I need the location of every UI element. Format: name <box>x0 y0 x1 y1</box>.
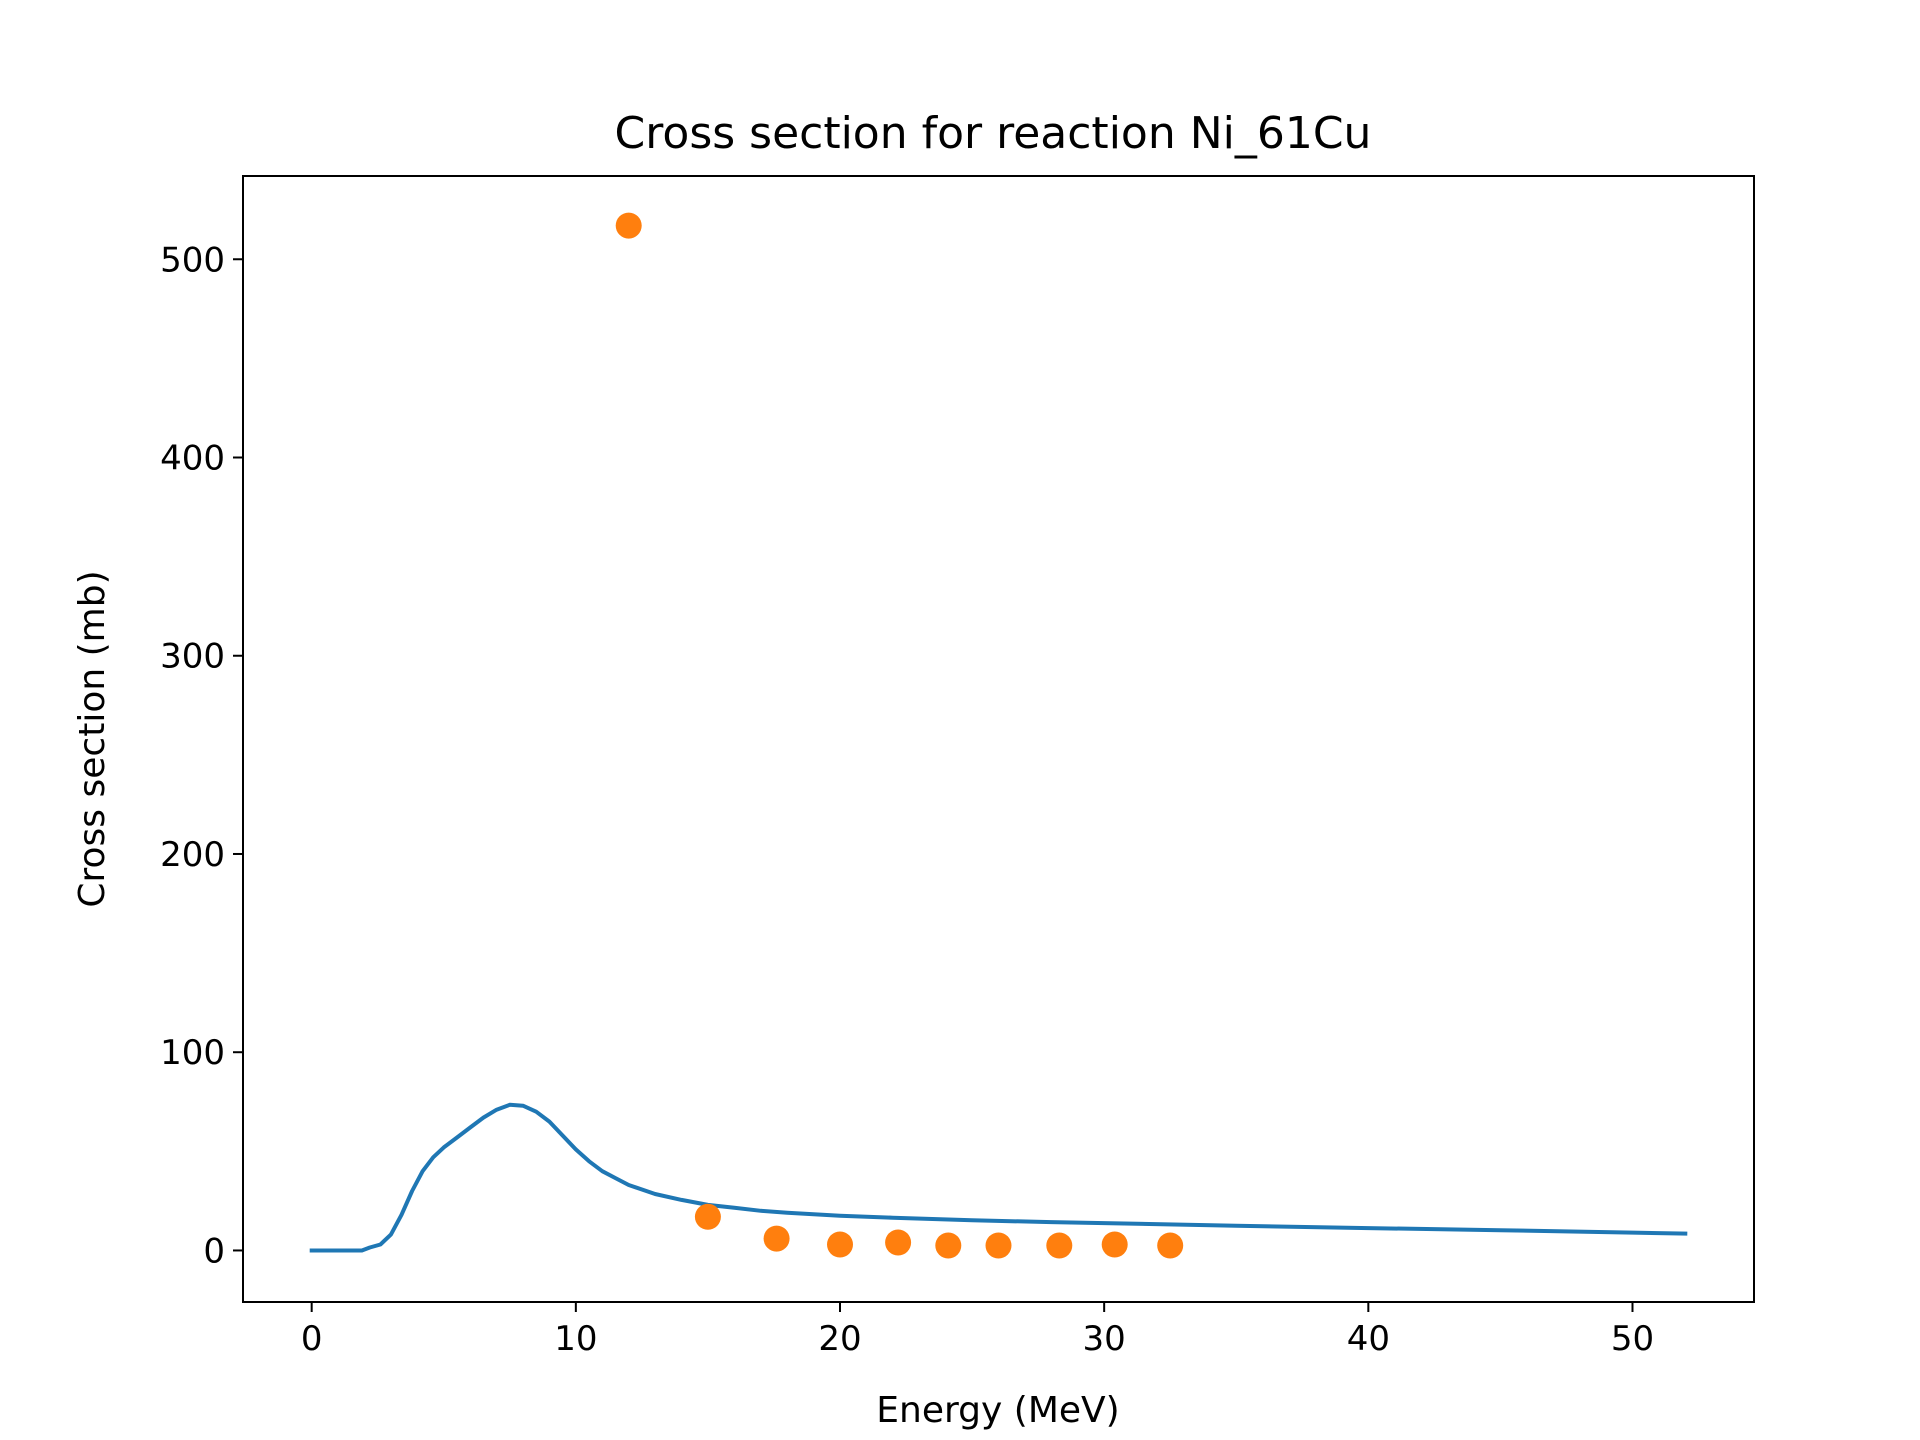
data-point <box>615 212 642 239</box>
x-tick-label: 20 <box>818 1319 861 1359</box>
data-point <box>694 1203 721 1230</box>
x-tick-label: 0 <box>301 1319 323 1359</box>
data-point <box>985 1232 1012 1259</box>
plot-frame <box>242 175 1755 1303</box>
plot-area <box>309 212 1688 1259</box>
data-point <box>1157 1232 1184 1259</box>
x-tick-label: 40 <box>1347 1319 1390 1359</box>
data-point <box>1046 1232 1073 1259</box>
y-tick-label: 100 <box>160 1033 225 1073</box>
data-point <box>1101 1231 1128 1258</box>
x-tick-label: 10 <box>554 1319 597 1359</box>
x-axis: 0 10 20 30 40 50 <box>301 1302 1654 1359</box>
data-point <box>885 1229 912 1256</box>
data-point <box>763 1225 790 1252</box>
chart-title: Cross section for reaction Ni_61Cu <box>615 108 1372 159</box>
y-tick-label: 300 <box>160 637 225 677</box>
data-point <box>935 1232 962 1259</box>
y-tick-label: 0 <box>203 1231 225 1271</box>
y-tick-label: 400 <box>160 439 225 479</box>
x-tick-label: 50 <box>1611 1319 1654 1359</box>
x-axis-label: Energy (MeV) <box>876 1390 1119 1431</box>
y-tick-label: 200 <box>160 835 225 875</box>
x-tick-label: 30 <box>1083 1319 1126 1359</box>
data-point <box>827 1231 853 1258</box>
y-axis: 0 100 200 300 400 500 <box>160 240 243 1271</box>
y-axis-label: Cross section (mb) <box>72 570 113 907</box>
y-tick-label: 500 <box>160 240 225 280</box>
series-line <box>309 1102 1688 1253</box>
